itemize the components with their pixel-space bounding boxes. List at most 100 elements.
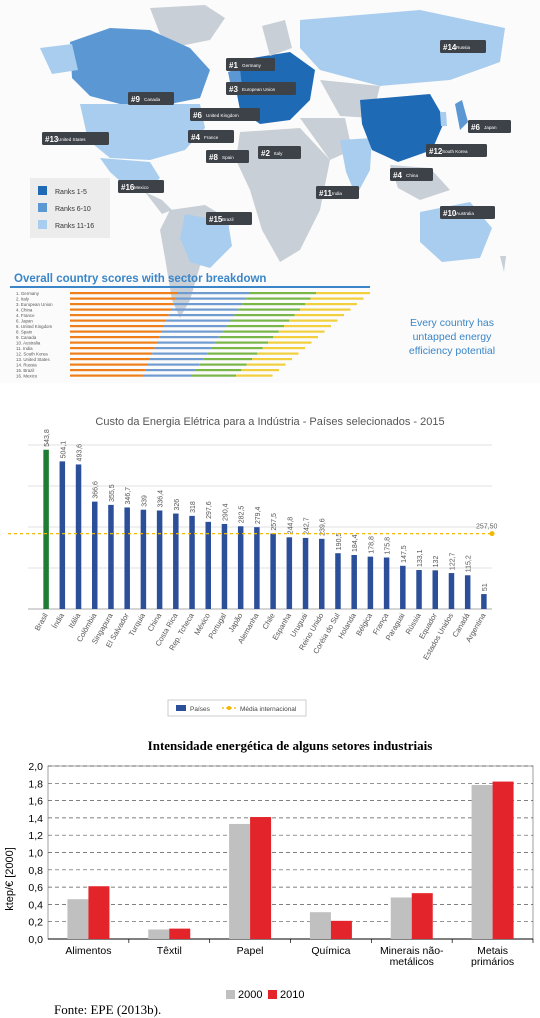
intensity-bar-2000-qu-mica	[309, 912, 331, 939]
breakdown-segment	[218, 336, 274, 339]
land-alaska	[40, 44, 78, 74]
cost-bar-equador	[432, 570, 438, 609]
breakdown-segment	[226, 325, 285, 328]
land-middle-east	[300, 118, 352, 160]
cost-bar-value-label: 184,4	[352, 534, 359, 552]
breakdown-title: Overall country scores with sector break…	[14, 273, 266, 285]
cost-bar-value-label: 132	[433, 556, 440, 568]
cost-category-label: Chile	[260, 612, 276, 631]
cost-legend-swatch-countries	[176, 705, 186, 711]
land-greenland	[150, 5, 225, 46]
callout-country: European Union	[242, 87, 276, 92]
breakdown-segment	[257, 352, 299, 355]
cost-bar-b-lgica	[367, 556, 374, 609]
cost-bar-value-label: 239,6	[320, 518, 327, 536]
cost-bar-estados-unidos	[448, 573, 455, 609]
cost-bar-cor-ia-do-sul	[335, 553, 341, 609]
world-map	[40, 5, 506, 318]
breakdown-segment	[70, 325, 164, 328]
cost-bar-chile	[270, 533, 276, 609]
callout-country: Mexico	[134, 185, 149, 190]
intensity-y-tick-label: 1,8	[28, 778, 43, 790]
breakdown-segment	[70, 341, 157, 344]
callout-country: Canada	[144, 97, 161, 102]
breakdown-country-label: 4. France	[16, 313, 35, 318]
intensity-chart-bars	[67, 781, 514, 939]
intensity-bar-2010-alimentos	[88, 886, 110, 939]
breakdown-segment	[70, 308, 171, 311]
cost-bar-m-xico	[205, 521, 211, 609]
callout-france: #4 France	[188, 130, 234, 143]
breakdown-segment	[178, 292, 250, 295]
cost-bar-it-lia	[75, 464, 82, 609]
breakdown-segment	[268, 341, 312, 344]
intensity-legend-swatch-2010	[268, 990, 277, 999]
cost-bar-reino-unido	[319, 538, 325, 609]
breakdown-segment	[70, 314, 169, 317]
cost-bar-espanha	[286, 537, 293, 609]
breakdown-segment	[199, 363, 247, 366]
intensity-bar-2010-t-xtil	[169, 928, 191, 939]
breakdown-segment	[246, 363, 286, 366]
electricity-cost-chart-panel: Custo da Energia Elétrica para a Indústr…	[0, 383, 540, 730]
breakdown-segment	[236, 374, 273, 377]
callout-russia: #14 Russia	[440, 40, 486, 53]
land-usa	[80, 104, 205, 160]
cost-bar-value-label: 147,5	[401, 545, 408, 563]
callout-japan: #6 Japan	[468, 120, 511, 133]
cost-bar-value-label: 122,7	[449, 552, 456, 570]
intensity-bar-2000-minerais-n-o-met-licos	[390, 897, 412, 939]
cost-category-label: Bélgica	[354, 611, 375, 638]
cost-legend-marker-average	[227, 706, 231, 710]
breakdown-segment	[203, 358, 253, 361]
land-brazil	[180, 214, 232, 268]
cost-bar-value-label: 279,4	[255, 507, 262, 525]
breakdown-segment	[70, 330, 162, 333]
callout-country: Japan	[484, 125, 497, 130]
breakdown-note-line-3: efficiency potential	[409, 345, 495, 357]
breakdown-segment	[195, 369, 242, 372]
cost-reference-marker	[489, 531, 495, 537]
breakdown-segment	[273, 336, 318, 339]
breakdown-country-label: 16. Mexico	[16, 374, 38, 379]
breakdown-segment	[170, 308, 239, 311]
breakdown-country-label: 15. Brazil	[16, 368, 34, 373]
cost-bar-value-label: 282,5	[239, 506, 246, 524]
breakdown-segment	[70, 358, 150, 361]
breakdown-segment	[159, 336, 219, 339]
cost-bar-portugal	[221, 523, 228, 609]
cost-bar-col-mbia	[92, 501, 98, 609]
cost-bar-value-label: 257,5	[271, 513, 278, 531]
cost-category-label: Índia	[50, 611, 66, 630]
cost-bar-costa-rica	[173, 513, 179, 609]
intensity-bar-2000-t-xtil	[148, 929, 170, 939]
intensity-category-label: Têxtil	[157, 945, 182, 957]
cost-bar-value-label: 242,7	[304, 517, 311, 535]
land-new-zealand	[500, 256, 506, 272]
breakdown-segment	[70, 352, 153, 355]
callout-country: United States	[58, 137, 86, 142]
callout-country: Spain	[222, 155, 234, 160]
intensity-bar-2000-papel	[229, 823, 251, 939]
land-canada	[70, 28, 210, 106]
callout-germany: #1 Germany	[226, 58, 275, 71]
breakdown-segment	[238, 308, 301, 311]
breakdown-segment	[284, 325, 331, 328]
cost-bar-value-label: 244,8	[287, 517, 294, 535]
cost-bar-value-label: 346,7	[125, 487, 132, 505]
breakdown-segment	[230, 319, 290, 322]
legend-swatch-rank-3	[38, 220, 47, 229]
intensity-category-label: Alimentos	[65, 945, 111, 957]
intensity-legend-label-2010: 2010	[280, 989, 304, 1001]
intensity-category-label: Minerais não-	[380, 945, 444, 957]
breakdown-segment	[70, 347, 155, 350]
world-map-figure: #1 Germany #3 European Union #6 United Kingdo…	[0, 0, 540, 383]
cost-bar-value-label: 493,6	[77, 444, 84, 462]
cost-bar-brasil	[43, 449, 49, 609]
callout-rank: #6	[471, 123, 480, 132]
callout-country: China	[406, 173, 418, 178]
intensity-legend-label-2000: 2000	[238, 989, 262, 1001]
cost-bar-value-label: 318	[190, 501, 197, 513]
land-russia	[300, 10, 505, 86]
callout-rank: #3	[229, 85, 238, 94]
